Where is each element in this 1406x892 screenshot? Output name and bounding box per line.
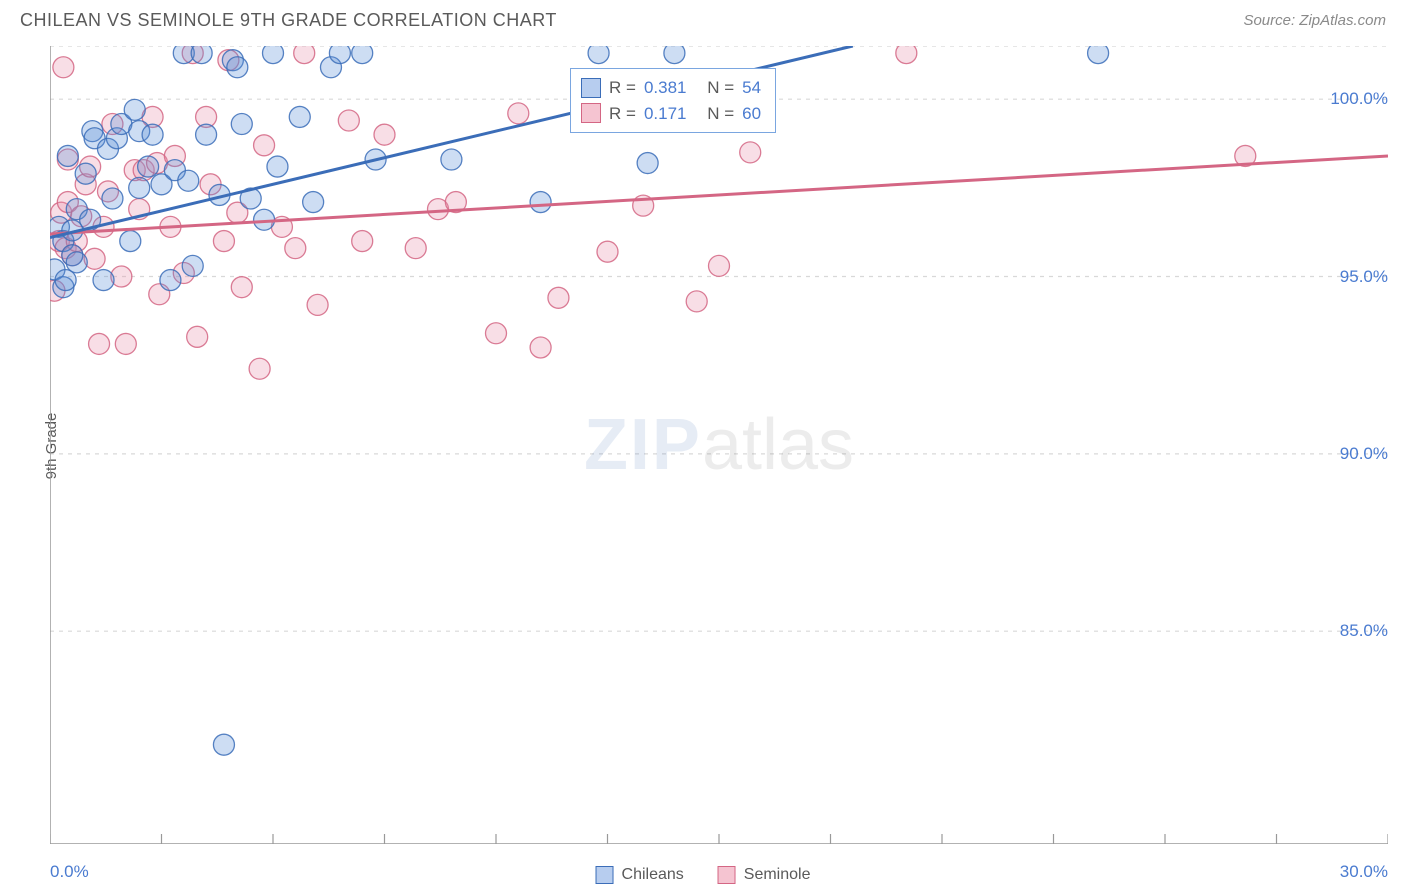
n-label: N =: [707, 101, 734, 127]
r-value-seminole: 0.171: [644, 101, 687, 127]
source-attribution: Source: ZipAtlas.com: [1243, 12, 1386, 29]
r-label: R =: [609, 101, 636, 127]
legend-label-chileans: Chileans: [622, 866, 684, 884]
page-title: CHILEAN VS SEMINOLE 9TH GRADE CORRELATIO…: [20, 10, 557, 31]
r-value-chileans: 0.381: [644, 75, 687, 101]
regression-legend: R = 0.381 N = 54 R = 0.171 N = 60: [570, 68, 776, 133]
legend-swatch-chileans: [581, 78, 601, 98]
x-tick-label: 0.0%: [50, 862, 89, 882]
scatter-chart-svg: [50, 46, 1388, 844]
legend-swatch-chileans-icon: [596, 866, 614, 884]
series-legend: Chileans Seminole: [596, 866, 811, 884]
x-tick-label: 30.0%: [1340, 862, 1388, 882]
chart-area: ZIPatlas: [50, 46, 1388, 844]
r-label: R =: [609, 75, 636, 101]
n-label: N =: [707, 75, 734, 101]
legend-item-chileans: Chileans: [596, 866, 684, 884]
regression-legend-row-seminole: R = 0.171 N = 60: [581, 101, 761, 127]
legend-label-seminole: Seminole: [744, 866, 811, 884]
n-value-chileans: 54: [742, 75, 761, 101]
legend-item-seminole: Seminole: [718, 866, 811, 884]
n-value-seminole: 60: [742, 101, 761, 127]
regression-legend-row-chileans: R = 0.381 N = 54: [581, 75, 761, 101]
legend-swatch-seminole-icon: [718, 866, 736, 884]
legend-swatch-seminole: [581, 103, 601, 123]
